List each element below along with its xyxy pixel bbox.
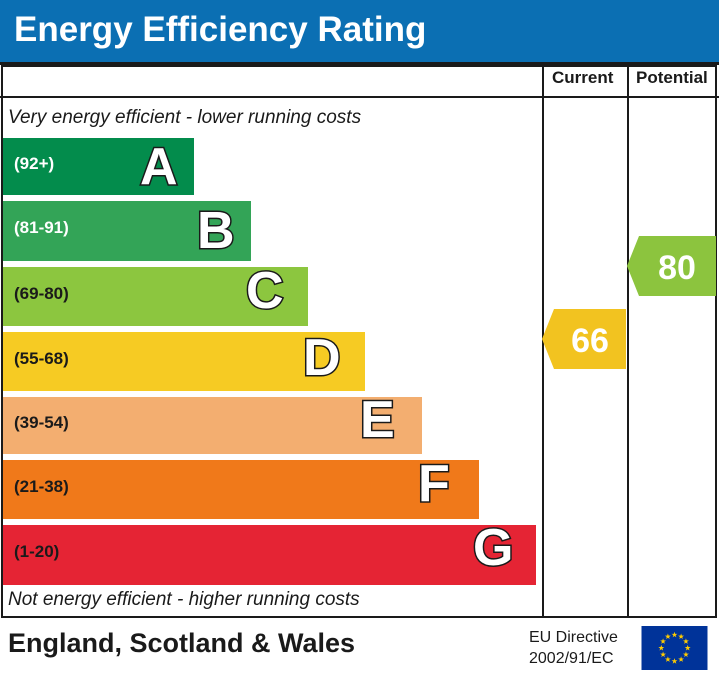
svg-text:G: G — [473, 519, 513, 577]
svg-text:66: 66 — [571, 322, 609, 360]
svg-text:B: B — [197, 202, 235, 260]
svg-text:A: A — [140, 138, 178, 196]
svg-text:80: 80 — [658, 249, 696, 287]
svg-text:D: D — [303, 329, 341, 387]
svg-text:F: F — [418, 455, 450, 513]
svg-text:C: C — [246, 262, 284, 320]
svg-text:E: E — [360, 391, 395, 449]
